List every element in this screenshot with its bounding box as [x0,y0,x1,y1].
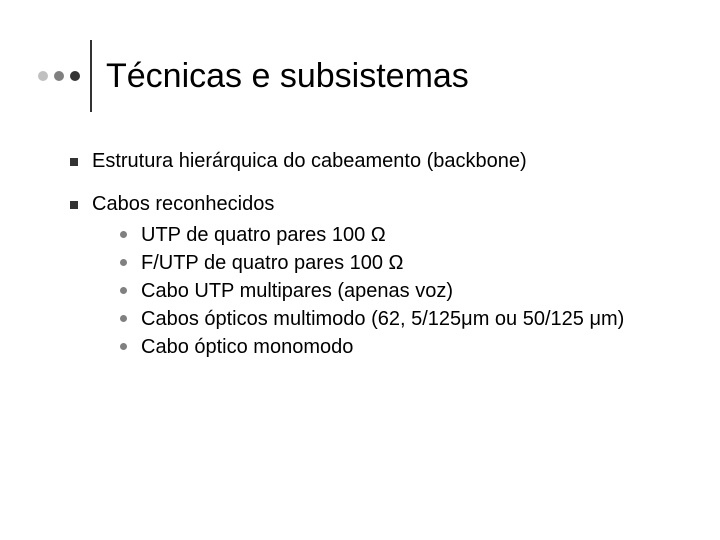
dot-icon [38,71,48,81]
title-dots [38,71,80,81]
item-text: Estrutura hierárquica do cabeamento (bac… [92,150,527,172]
sub-item-text: Cabo UTP multipares (apenas voz) [141,278,453,305]
sub-item-text: Cabo óptico monomodo [141,334,353,361]
list-item-body: Cabos reconhecidos UTP de quatro pares 1… [92,193,680,362]
sub-list-item: Cabos ópticos multimodo (62, 5/125μm ou … [120,306,680,333]
square-bullet-icon [70,158,78,166]
item-text: Cabos reconhecidos [92,193,274,215]
dot-icon [54,71,64,81]
sub-list-item: F/UTP de quatro pares 100 Ω [120,250,680,277]
slide-content: Estrutura hierárquica do cabeamento (bac… [70,150,680,382]
sub-item-text: UTP de quatro pares 100 Ω [141,222,386,249]
dot-icon [70,71,80,81]
square-bullet-icon [70,201,78,209]
sub-list: UTP de quatro pares 100 Ω F/UTP de quatr… [92,222,680,361]
circle-bullet-icon [120,343,127,350]
list-item: Estrutura hierárquica do cabeamento (bac… [70,150,680,173]
circle-bullet-icon [120,259,127,266]
sub-item-text: F/UTP de quatro pares 100 Ω [141,250,404,277]
sub-list-item: Cabo UTP multipares (apenas voz) [120,278,680,305]
sub-list-item: UTP de quatro pares 100 Ω [120,222,680,249]
list-item: Cabos reconhecidos UTP de quatro pares 1… [70,193,680,362]
title-divider [90,40,92,112]
circle-bullet-icon [120,231,127,238]
title-row: Técnicas e subsistemas [38,40,469,112]
circle-bullet-icon [120,287,127,294]
slide-title: Técnicas e subsistemas [106,57,469,96]
list-item-body: Estrutura hierárquica do cabeamento (bac… [92,150,680,173]
circle-bullet-icon [120,315,127,322]
sub-list-item: Cabo óptico monomodo [120,334,680,361]
sub-item-text: Cabos ópticos multimodo (62, 5/125μm ou … [141,306,624,333]
